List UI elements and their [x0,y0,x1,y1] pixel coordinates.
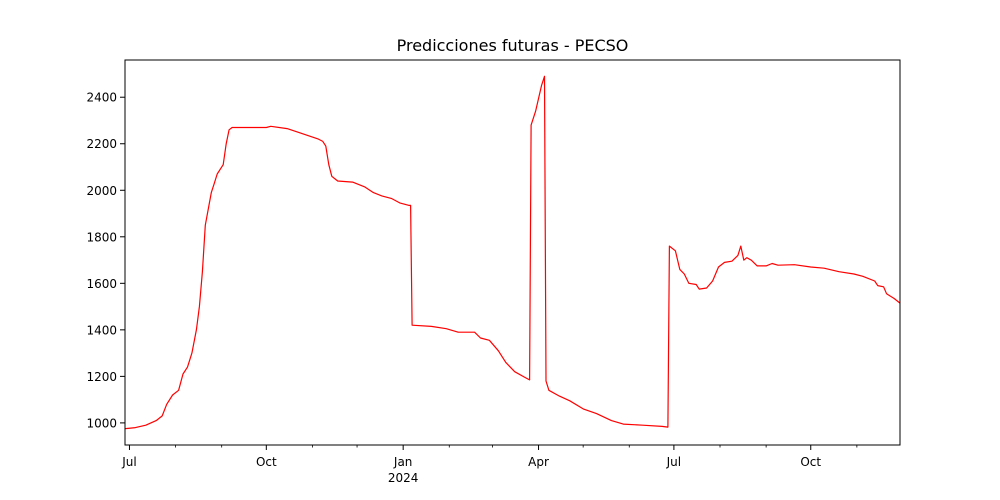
x-tick-label: Apr [528,455,549,469]
x-tick-label: Oct [800,455,821,469]
y-tick-label: 1000 [86,416,117,430]
x-tick-label: Oct [256,455,277,469]
series-line [124,75,901,430]
y-tick-label: 2400 [86,91,117,105]
x-tick-label: Jul [666,455,681,469]
y-tick-label: 1800 [86,230,117,244]
x-tick-label: Jan [393,455,413,469]
y-axis: 1000 1200 1400 1600 1800 2000 2200 2400 [86,91,125,430]
x-tick-label: Jul [121,455,136,469]
y-tick-label: 1400 [86,323,117,337]
plot-frame [124,59,901,446]
y-tick-label: 1600 [86,277,117,291]
y-tick-label: 1200 [86,370,117,384]
y-tick-label: 2200 [86,137,117,151]
y-tick-label: 2000 [86,184,117,198]
x-tick-sublabel: 2024 [388,471,419,485]
chart-title: Predicciones futuras - PECSO [397,36,629,55]
